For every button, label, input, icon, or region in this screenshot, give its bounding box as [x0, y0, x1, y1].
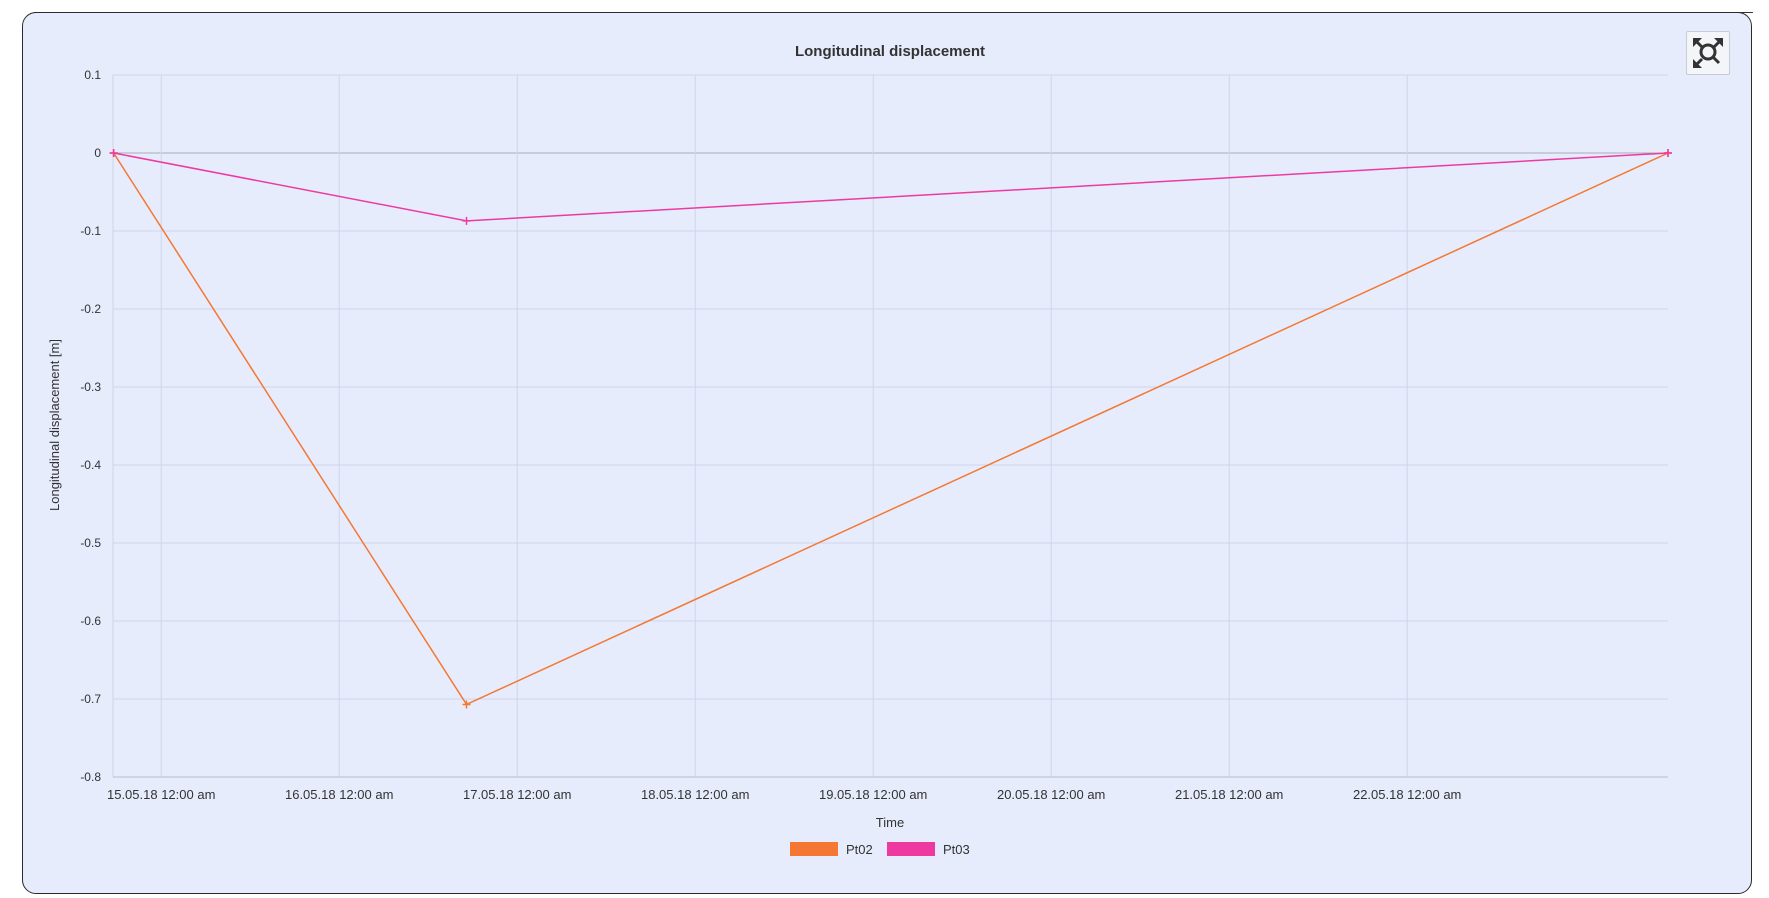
chart-panel [22, 12, 1752, 894]
x-tick-label: 18.05.18 12:00 am [641, 787, 749, 802]
x-tick-label: 20.05.18 12:00 am [997, 787, 1105, 802]
y-tick-label: -0.7 [80, 692, 101, 706]
y-tick-label: 0 [94, 146, 101, 160]
legend-label-pt03: Pt03 [943, 842, 970, 857]
x-tick-label: 22.05.18 12:00 am [1353, 787, 1461, 802]
reset-zoom-icon [1690, 35, 1726, 71]
y-tick-label: 0.1 [84, 68, 101, 82]
x-tick-label: 19.05.18 12:00 am [819, 787, 927, 802]
y-tick-label: -0.4 [80, 458, 101, 472]
y-axis-label: Longitudinal displacement [m] [47, 339, 62, 511]
x-tick-label: 15.05.18 12:00 am [107, 787, 215, 802]
y-tick-label: -0.2 [80, 302, 101, 316]
legend-swatch-pt03 [887, 842, 935, 856]
y-tick-label: -0.1 [80, 224, 101, 238]
data-point [462, 216, 471, 225]
reset-zoom-button[interactable] [1686, 31, 1730, 75]
y-tick-label: -0.6 [80, 614, 101, 628]
y-tick-label: -0.3 [80, 380, 101, 394]
axes: 0.1 0 -0.1 -0.2 -0.3 -0.4 -0.5 -0.6 -0.7 -0.8 15.0… [80, 68, 1668, 802]
x-tick-label: 17.05.18 12:00 am [463, 787, 571, 802]
data-point [1664, 149, 1672, 157]
legend-label-pt02: Pt02 [846, 842, 873, 857]
series-line-pt03 [113, 152, 1669, 222]
series-line-pt02 [112, 152, 1669, 706]
x-axis-label: Time [876, 815, 904, 830]
data-point [109, 149, 118, 157]
chart-title: Longitudinal displacement [795, 43, 985, 60]
legend: Pt02 Pt03 [790, 842, 970, 857]
legend-swatch-pt02 [790, 842, 838, 856]
series [109, 149, 1672, 709]
x-tick-label: 21.05.18 12:00 am [1175, 787, 1283, 802]
grid [113, 74, 1668, 778]
x-tick-label: 16.05.18 12:00 am [285, 787, 393, 802]
y-tick-label: -0.8 [80, 770, 101, 784]
y-tick-label: -0.5 [80, 536, 101, 550]
data-point [462, 700, 471, 709]
